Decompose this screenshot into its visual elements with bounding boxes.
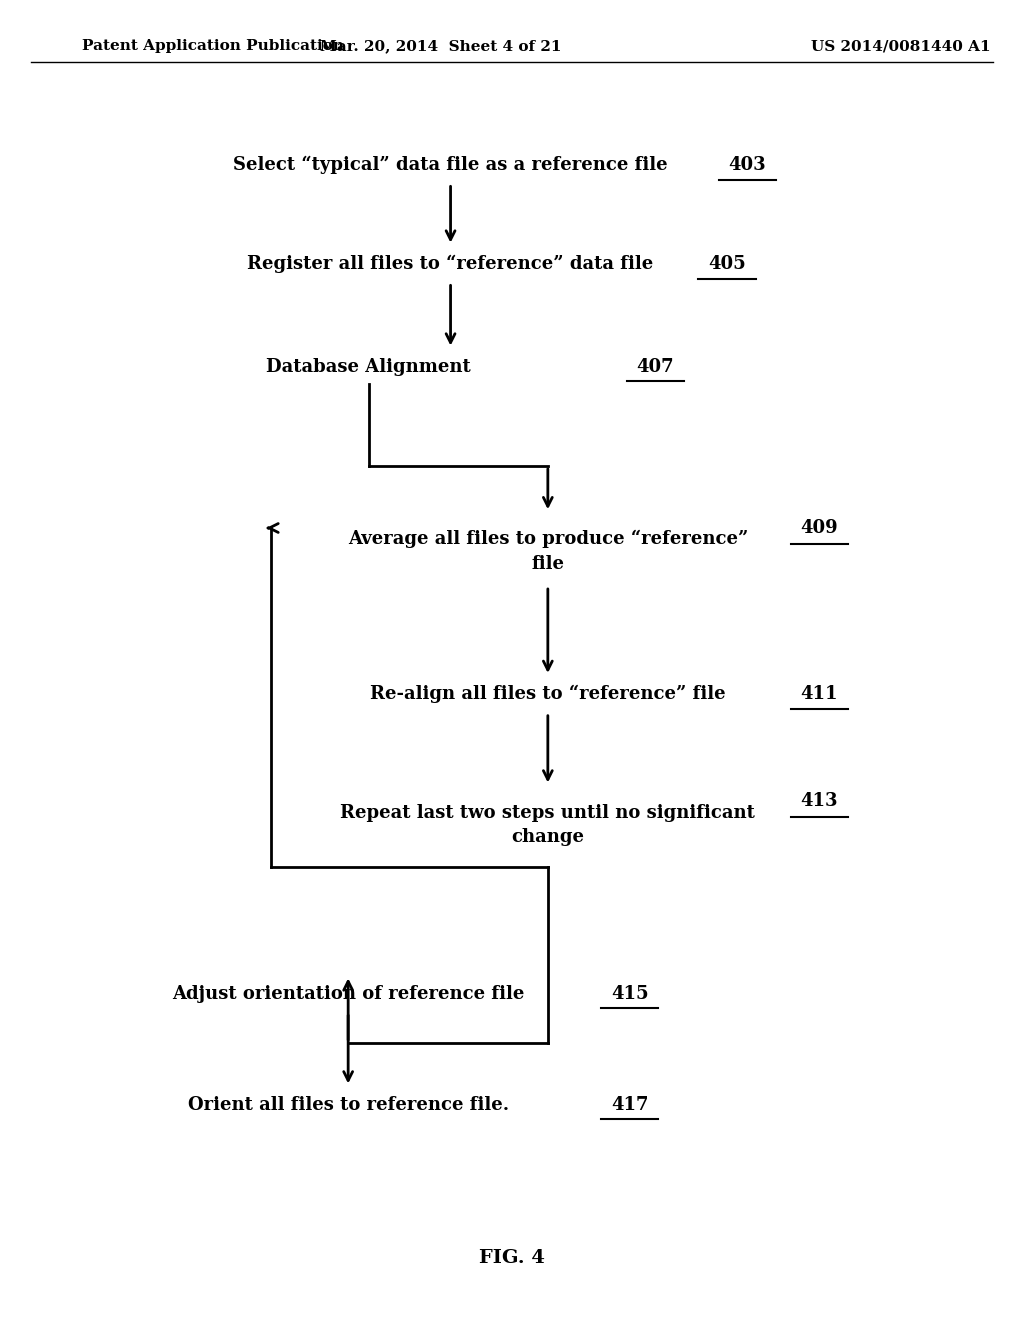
Text: US 2014/0081440 A1: US 2014/0081440 A1 [811, 40, 991, 53]
Text: 413: 413 [801, 792, 838, 810]
Text: 407: 407 [637, 358, 674, 376]
Text: FIG. 4: FIG. 4 [479, 1249, 545, 1267]
Text: 415: 415 [611, 985, 648, 1003]
Text: Re-align all files to “reference” file: Re-align all files to “reference” file [370, 685, 726, 704]
Text: 403: 403 [729, 156, 766, 174]
Text: Patent Application Publication: Patent Application Publication [82, 40, 344, 53]
Text: Select “typical” data file as a reference file: Select “typical” data file as a referenc… [233, 156, 668, 174]
Text: 405: 405 [709, 255, 745, 273]
Text: Database Alignment: Database Alignment [266, 358, 471, 376]
Text: Average all files to produce “reference”
file: Average all files to produce “reference”… [348, 531, 748, 573]
Text: 417: 417 [611, 1096, 648, 1114]
Text: Repeat last two steps until no significant
change: Repeat last two steps until no significa… [340, 804, 756, 846]
Text: 411: 411 [801, 685, 838, 704]
Text: 409: 409 [801, 519, 838, 537]
Text: Mar. 20, 2014  Sheet 4 of 21: Mar. 20, 2014 Sheet 4 of 21 [319, 40, 561, 53]
Text: Orient all files to reference file.: Orient all files to reference file. [187, 1096, 509, 1114]
Text: Register all files to “reference” data file: Register all files to “reference” data f… [248, 255, 653, 273]
Text: Adjust orientation of reference file: Adjust orientation of reference file [172, 985, 524, 1003]
